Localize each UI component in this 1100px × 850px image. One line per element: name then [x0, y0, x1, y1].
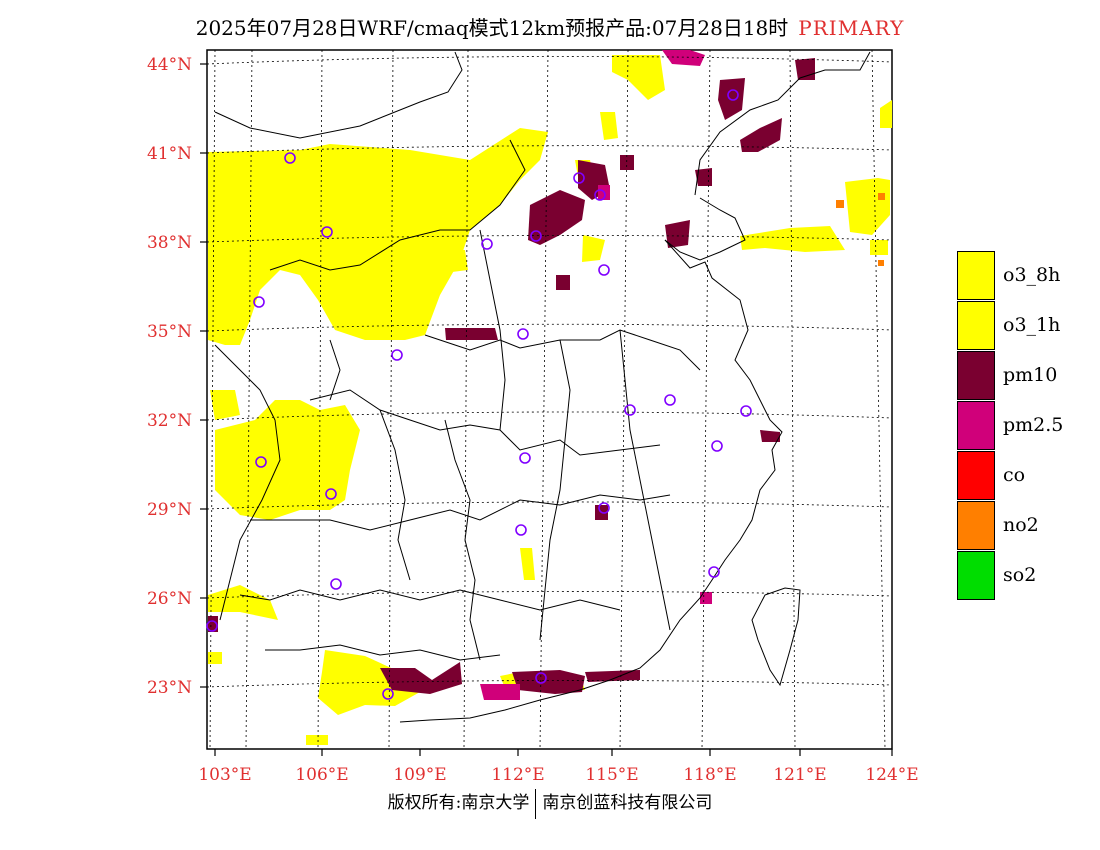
legend-item-co: co	[957, 450, 1063, 500]
lat-label: 26°N	[147, 589, 192, 609]
legend-swatch	[957, 300, 995, 350]
lat-label: 32°N	[147, 411, 192, 431]
lon-label: 121°E	[773, 765, 826, 785]
legend-label: o3_1h	[1003, 314, 1061, 336]
lat-label: 29°N	[147, 500, 192, 520]
pm25-regions	[480, 50, 712, 700]
lat-labels: 44°N 41°N 38°N 35°N 32°N 29°N 26°N 23°N	[147, 55, 192, 698]
legend-item-pm10: pm10	[957, 350, 1063, 400]
legend-label: pm10	[1003, 364, 1058, 386]
legend-swatch	[957, 450, 995, 500]
legend-swatch	[957, 550, 995, 600]
legend-label: o3_8h	[1003, 264, 1061, 286]
graticule	[206, 49, 893, 750]
legend-swatch	[957, 350, 995, 400]
station-markers	[206, 89, 752, 700]
no2-regions	[836, 193, 885, 266]
axis-ticks	[200, 63, 893, 756]
legend-item-pm25: pm2.5	[957, 400, 1063, 450]
lon-label: 112°E	[491, 765, 544, 785]
lon-label: 103°E	[198, 765, 251, 785]
footer-left: 版权所有:南京大学	[387, 793, 530, 813]
lon-label: 124°E	[865, 765, 918, 785]
title-tag: PRIMARY	[798, 16, 905, 40]
legend-label: so2	[1003, 564, 1037, 586]
legend-item-o3-8h: o3_8h	[957, 250, 1063, 300]
lat-label: 38°N	[147, 233, 192, 253]
lon-labels: 103°E 106°E 109°E 112°E 115°E 118°E 121°…	[198, 765, 918, 785]
legend-label: co	[1003, 464, 1026, 486]
legend-item-no2: no2	[957, 500, 1063, 550]
lat-label: 23°N	[147, 678, 192, 698]
lat-label: 35°N	[147, 322, 192, 342]
lon-label: 109°E	[393, 765, 446, 785]
legend-swatch	[957, 400, 995, 450]
lat-label: 41°N	[147, 144, 192, 164]
legend-item-o3-1h: o3_1h	[957, 300, 1063, 350]
title-main: 2025年07月28日WRF/cmaq模式12km预报产品:07月28日18时	[195, 16, 789, 40]
lat-label: 44°N	[147, 55, 192, 75]
legend-swatch	[957, 500, 995, 550]
legend-label: pm2.5	[1003, 414, 1064, 436]
lon-label: 106°E	[295, 765, 348, 785]
pollutant-legend: o3_8h o3_1h pm10 pm2.5 co no2 so2	[957, 250, 1063, 600]
pm10-regions	[208, 58, 815, 694]
copyright-footer: 版权所有:南京大学 南京创蓝科技有限公司	[0, 788, 1100, 819]
footer-separator	[535, 788, 537, 819]
legend-item-so2: so2	[957, 550, 1063, 600]
lon-label: 118°E	[683, 765, 736, 785]
legend-swatch	[957, 250, 995, 300]
map-title: 2025年07月28日WRF/cmaq模式12km预报产品:07月28日18时 P…	[0, 12, 1100, 41]
legend-label: no2	[1003, 514, 1039, 536]
footer-right: 南京创蓝科技有限公司	[542, 793, 713, 813]
lon-label: 115°E	[585, 765, 638, 785]
boundaries	[214, 51, 871, 723]
